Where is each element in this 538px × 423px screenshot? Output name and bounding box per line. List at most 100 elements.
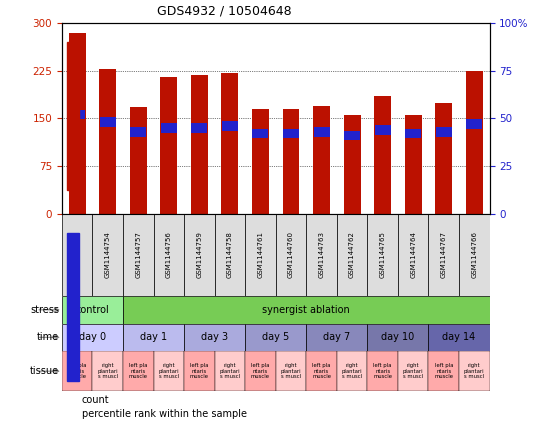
Text: tissue: tissue [30,366,59,376]
Text: right
plantari
s muscl: right plantari s muscl [97,363,118,379]
Bar [398,214,428,296]
Bar [428,351,459,391]
Bar [344,131,360,140]
Bar [130,127,146,137]
Text: day 3: day 3 [201,332,228,342]
Bar [67,42,79,190]
Bar [100,118,116,127]
Bar [184,351,215,391]
Bar [93,351,123,391]
Text: GSM1144761: GSM1144761 [258,231,264,278]
Bar [428,324,490,351]
Text: left pla
ntaris
muscle: left pla ntaris muscle [251,363,270,379]
Bar [306,214,337,296]
Text: right
plantari
s muscl: right plantari s muscl [281,363,301,379]
Text: count: count [82,395,109,405]
Bar [276,351,306,391]
Bar [337,351,367,391]
Text: right
plantari
s muscl: right plantari s muscl [403,363,423,379]
Text: day 14: day 14 [442,332,476,342]
Text: day 7: day 7 [323,332,350,342]
Bar [184,214,215,296]
Bar [192,123,207,133]
Bar [130,107,147,214]
Bar [123,351,153,391]
Bar [314,127,330,137]
Bar [100,69,116,214]
Text: GDS4932 / 10504648: GDS4932 / 10504648 [157,4,292,17]
Text: right
plantari
s muscl: right plantari s muscl [464,363,485,379]
Bar [405,129,421,138]
Bar [367,214,398,296]
Bar [222,121,238,131]
Bar [245,324,306,351]
Text: GSM1144765: GSM1144765 [380,231,386,278]
Text: GSM1144754: GSM1144754 [105,231,111,278]
Text: GSM1144756: GSM1144756 [166,231,172,278]
Text: left pla
ntaris
muscle: left pla ntaris muscle [373,363,392,379]
Bar [428,214,459,296]
Bar [283,129,299,138]
Text: right
plantari
s muscl: right plantari s muscl [220,363,240,379]
Bar [153,351,184,391]
Text: right
plantari
s muscl: right plantari s muscl [159,363,179,379]
Bar [306,351,337,391]
Text: day 5: day 5 [262,332,289,342]
Bar [337,214,367,296]
Bar [459,351,490,391]
Bar [215,351,245,391]
Bar [62,214,93,296]
Bar [398,351,428,391]
Bar [222,73,238,214]
Bar [123,296,490,324]
Bar [69,110,85,119]
Text: GSM1144767: GSM1144767 [441,231,447,278]
Text: GSM1144759: GSM1144759 [196,231,202,278]
Text: GSM1144762: GSM1144762 [349,231,355,278]
Text: time: time [37,332,59,342]
Text: control: control [75,305,109,315]
Bar [367,351,398,391]
Bar [62,324,123,351]
Bar [436,127,452,137]
Text: left pla
ntaris
muscle: left pla ntaris muscle [190,363,209,379]
Text: GSM1144766: GSM1144766 [471,231,477,278]
Bar [161,123,177,133]
Bar [184,324,245,351]
Bar [160,77,177,214]
Bar [466,119,482,129]
Text: percentile rank within the sample: percentile rank within the sample [82,409,247,420]
Text: day 0: day 0 [79,332,106,342]
Bar [67,233,79,381]
Text: left pla
ntaris
muscle: left pla ntaris muscle [312,363,331,379]
Bar [405,115,422,214]
Bar [435,103,452,214]
Bar [374,96,391,214]
Text: right
plantari
s muscl: right plantari s muscl [342,363,363,379]
Bar [62,296,123,324]
Text: stress: stress [30,305,59,315]
Bar [69,33,86,214]
Bar [245,214,275,296]
Bar [123,324,184,351]
Bar [123,214,153,296]
Bar [367,324,428,351]
Bar [62,351,93,391]
Bar [252,129,268,138]
Bar [93,214,123,296]
Text: left pla
ntaris
muscle: left pla ntaris muscle [68,363,87,379]
Bar [459,214,490,296]
Bar [344,115,360,214]
Bar [245,351,275,391]
Text: GSM1144760: GSM1144760 [288,231,294,278]
Bar [374,125,391,135]
Bar [191,75,208,214]
Text: synergist ablation: synergist ablation [263,305,350,315]
Text: GSM1144757: GSM1144757 [135,231,141,278]
Text: left pla
ntaris
muscle: left pla ntaris muscle [129,363,148,379]
Bar [276,214,306,296]
Text: GSM1144758: GSM1144758 [227,231,233,278]
Text: GSM1144764: GSM1144764 [410,231,416,278]
Text: GSM1144755: GSM1144755 [74,231,80,278]
Text: left pla
ntaris
muscle: left pla ntaris muscle [434,363,453,379]
